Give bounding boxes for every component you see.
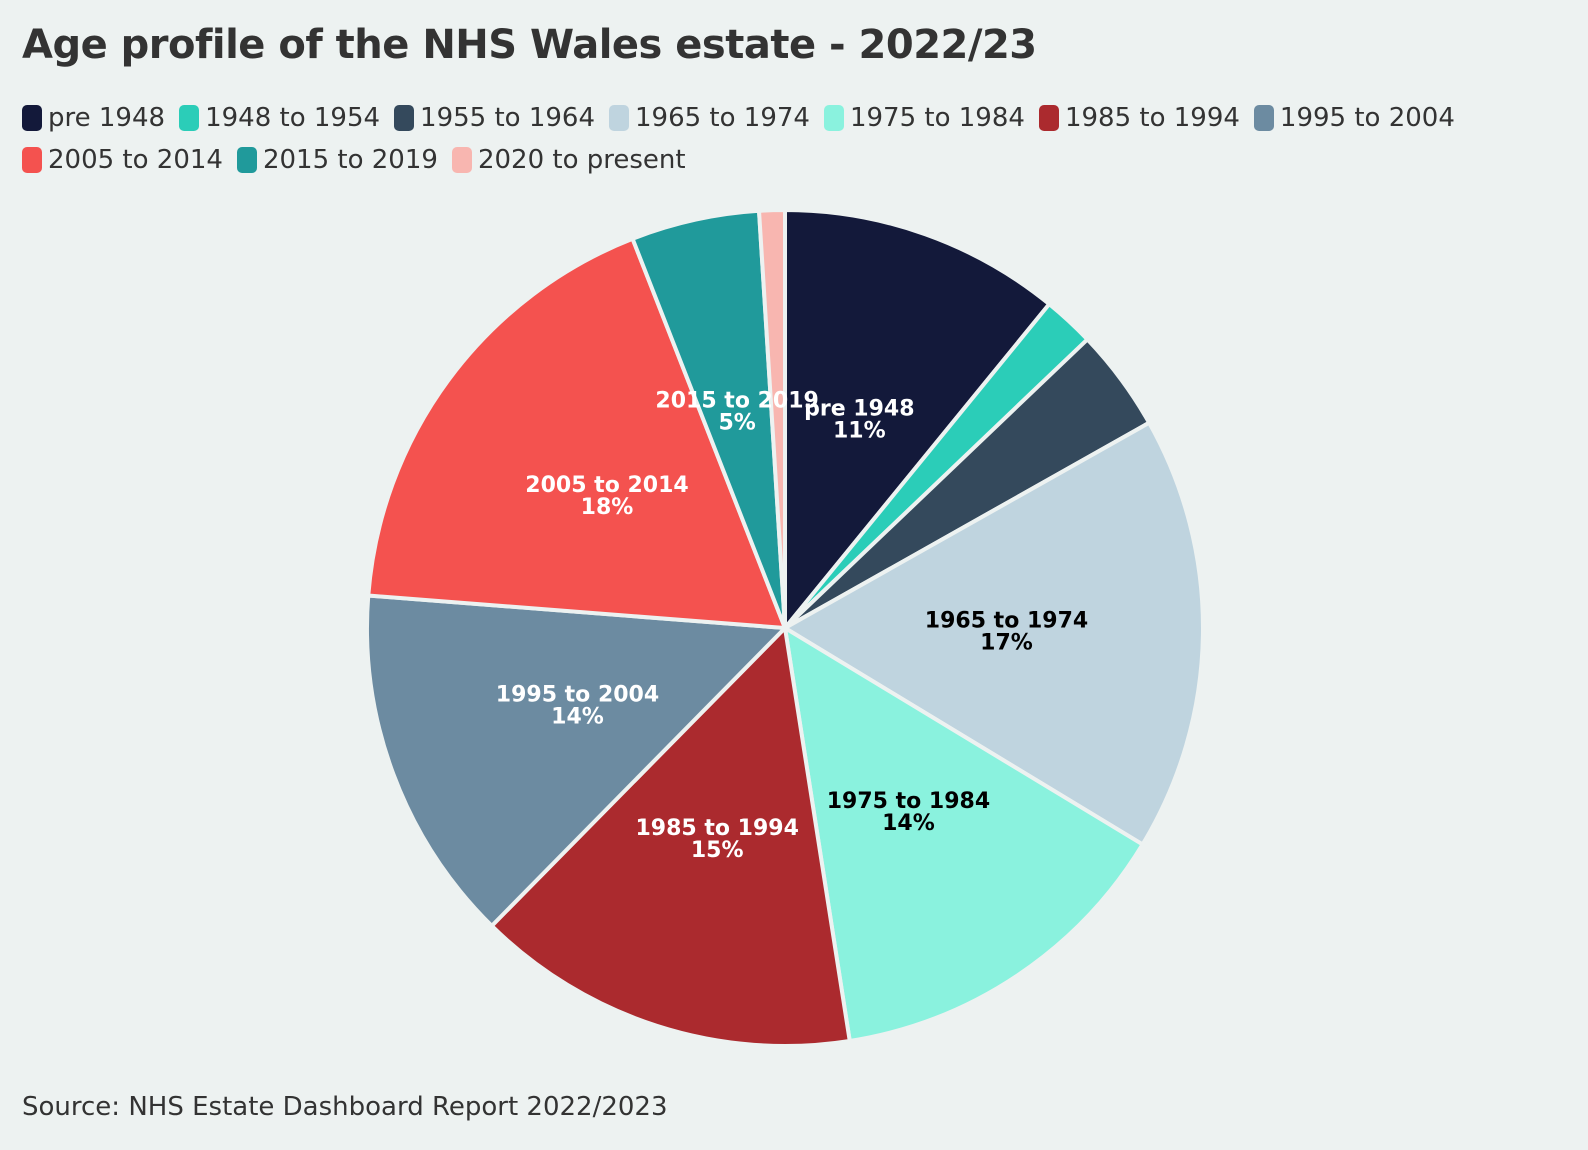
legend-item-2015-to-2019[interactable]: 2015 to 2019 — [236, 145, 438, 175]
legend-item-1975-to-1984[interactable]: 1975 to 1984 — [823, 103, 1025, 133]
pie-slice-1965-to-1974[interactable] — [781, 420, 1205, 848]
chart-source: Source: NHS Estate Dashboard Report 2022… — [22, 1092, 668, 1122]
legend-label: 1975 to 1984 — [849, 103, 1025, 133]
legend-label: 1955 to 1964 — [420, 103, 595, 133]
legend-swatch — [22, 105, 42, 131]
legend-label: 1995 to 2004 — [1279, 103, 1455, 133]
legend-label: 2015 to 2019 — [262, 145, 438, 175]
slice-label-1995-to-2004: 1995 to 2004 14% — [496, 683, 659, 730]
slice-label-1975-to-1984: 1975 to 1984 14% — [827, 789, 990, 836]
pie-slice-2005-to-2014[interactable] — [366, 236, 789, 631]
pie-slice-pre-1948[interactable] — [783, 207, 1053, 634]
legend-swatch — [22, 147, 42, 173]
legend-item-1995-to-2004[interactable]: 1995 to 2004 — [1253, 103, 1455, 133]
pie-slice-1995-to-2004[interactable] — [365, 593, 790, 929]
pie-slice-1985-to-1994[interactable] — [488, 623, 853, 1048]
legend-item-pre-1948[interactable]: pre 1948 — [22, 103, 165, 133]
legend-swatch — [394, 105, 415, 131]
legend-swatch — [1038, 105, 1059, 131]
pie-slice-2020-to-present[interactable] — [756, 207, 787, 629]
legend-label: 2005 to 2014 — [48, 145, 223, 175]
legend-item-1948-to-1954[interactable]: 1948 to 1954 — [179, 103, 380, 133]
legend-swatch — [179, 105, 200, 131]
legend-swatch — [236, 147, 257, 173]
legend-item-1955-to-1964[interactable]: 1955 to 1964 — [394, 103, 595, 133]
legend-swatch — [609, 105, 629, 131]
legend-label: pre 1948 — [48, 103, 166, 133]
chart-title: Age profile of the NHS Wales estate - 20… — [22, 22, 1037, 68]
legend-item-2005-to-2014[interactable]: 2005 to 2014 — [22, 145, 223, 175]
legend-label: 1985 to 1994 — [1064, 103, 1240, 133]
legend-swatch — [1253, 105, 1274, 131]
slice-label-2005-to-2014: 2005 to 2014 18% — [525, 473, 688, 520]
legend-item-1985-to-1994[interactable]: 1985 to 1994 — [1038, 103, 1240, 133]
chart-legend: pre 1948 1948 to 1954 1955 to 1964 1965 to … — [22, 103, 1562, 175]
legend-label: 2020 to present — [477, 145, 686, 175]
slice-label-2015-to-2019: 2015 to 2019 5% — [655, 389, 818, 436]
slice-label-pre-1948: pre 1948 11% — [804, 396, 914, 443]
legend-swatch — [823, 105, 844, 131]
slice-label-1965-to-1974: 1965 to 1974 17% — [925, 608, 1088, 655]
pie-chart: pre 1948 11% 1965 to 1974 17% 1975 to 1984 14… — [365, 207, 1205, 1048]
slice-label-1985-to-1994: 1985 to 1994 15% — [635, 816, 798, 863]
legend-item-1965-to-1974[interactable]: 1965 to 1974 — [609, 103, 810, 133]
pie-slice-1975-to-1984[interactable] — [782, 624, 1146, 1044]
legend-label: 1948 to 1954 — [205, 103, 381, 133]
legend-item-2020-to-present[interactable]: 2020 to present — [451, 145, 686, 175]
legend-label: 1965 to 1974 — [635, 103, 810, 133]
legend-swatch — [451, 147, 472, 173]
